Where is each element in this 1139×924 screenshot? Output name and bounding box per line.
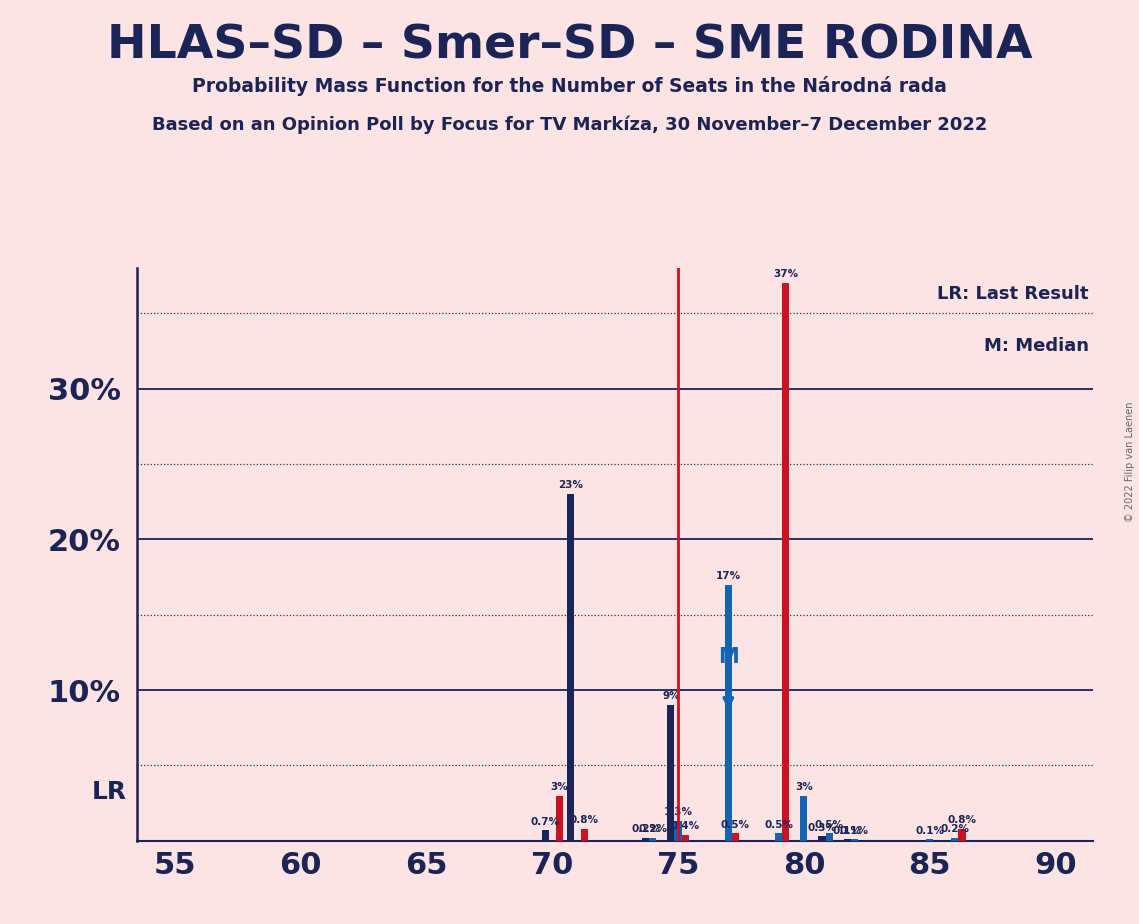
Bar (649, 838, 656, 841)
Bar (732, 833, 739, 841)
Bar (926, 839, 933, 841)
Bar (642, 838, 649, 841)
Bar (801, 796, 808, 841)
Bar (776, 833, 782, 841)
Bar (782, 283, 789, 841)
Text: 0.2%: 0.2% (638, 824, 667, 834)
Text: 0.1%: 0.1% (916, 825, 944, 835)
Text: 3%: 3% (550, 782, 568, 792)
Text: 0.8%: 0.8% (948, 815, 976, 825)
Text: 0.2%: 0.2% (631, 824, 661, 834)
Text: 37%: 37% (773, 269, 798, 279)
Text: 0.1%: 0.1% (833, 825, 862, 835)
Text: 0.1%: 0.1% (839, 825, 869, 835)
Bar (826, 833, 833, 841)
Bar (951, 838, 959, 841)
Text: 1.3%: 1.3% (664, 808, 693, 818)
Bar (567, 494, 574, 841)
Text: 0.2%: 0.2% (941, 824, 969, 834)
Bar (667, 705, 674, 841)
Bar (674, 821, 681, 841)
Text: 17%: 17% (715, 571, 741, 581)
Bar (844, 839, 851, 841)
Bar (581, 829, 588, 841)
Bar (541, 831, 549, 841)
Text: 0.8%: 0.8% (570, 815, 599, 825)
Text: M: Median: M: Median (984, 336, 1089, 355)
Text: M: M (718, 648, 739, 706)
Text: LR: LR (92, 780, 128, 804)
Text: 23%: 23% (558, 480, 583, 491)
Bar (724, 585, 732, 841)
Bar (681, 834, 689, 841)
Text: 0.7%: 0.7% (531, 817, 559, 826)
Text: 0.5%: 0.5% (764, 820, 793, 830)
Bar (556, 796, 563, 841)
Text: 9%: 9% (662, 691, 680, 701)
Text: © 2022 Filip van Laenen: © 2022 Filip van Laenen (1125, 402, 1134, 522)
Text: Based on an Opinion Poll by Focus for TV Markíza, 30 November–7 December 2022: Based on an Opinion Poll by Focus for TV… (151, 116, 988, 134)
Bar (851, 839, 858, 841)
Text: HLAS–SD – Smer–SD – SME RODINA: HLAS–SD – Smer–SD – SME RODINA (107, 23, 1032, 68)
Text: 0.5%: 0.5% (814, 820, 844, 830)
Text: 3%: 3% (795, 782, 813, 792)
Text: 0.3%: 0.3% (808, 822, 836, 833)
Bar (959, 829, 966, 841)
Bar (819, 836, 826, 841)
Text: 0.5%: 0.5% (721, 820, 749, 830)
Text: Probability Mass Function for the Number of Seats in the Národná rada: Probability Mass Function for the Number… (192, 76, 947, 96)
Text: 0.4%: 0.4% (671, 821, 699, 831)
Text: LR: Last Result: LR: Last Result (937, 286, 1089, 303)
